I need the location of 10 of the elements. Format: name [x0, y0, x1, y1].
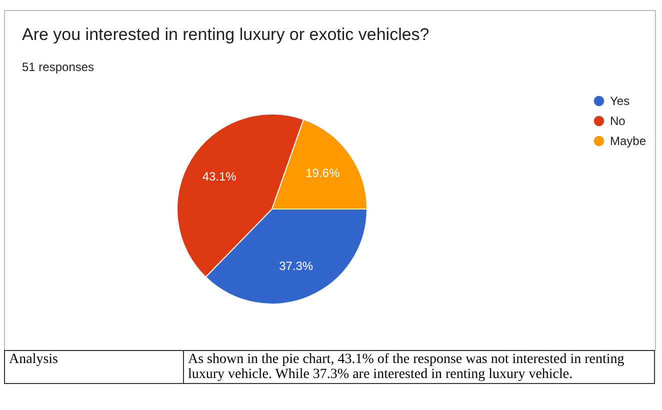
legend-label: Maybe — [610, 134, 646, 148]
legend-label: Yes — [610, 94, 630, 108]
data-label: 37.3% — [279, 259, 314, 274]
text: 51 responses — [22, 60, 94, 74]
data-label: 43.1% — [202, 169, 237, 184]
legend-label: No — [610, 114, 626, 128]
data-label: 19.6% — [306, 166, 340, 180]
text: As shown in the pie chart, 43.1% of the response was not interested in renting luxury vehicle. While 37.3% are interested in renting luxury vehicle. — [184, 350, 654, 384]
chart-title: Are you interested in renting luxury or exotic vehicles? — [22, 25, 430, 44]
text: Analysis — [4, 350, 184, 384]
